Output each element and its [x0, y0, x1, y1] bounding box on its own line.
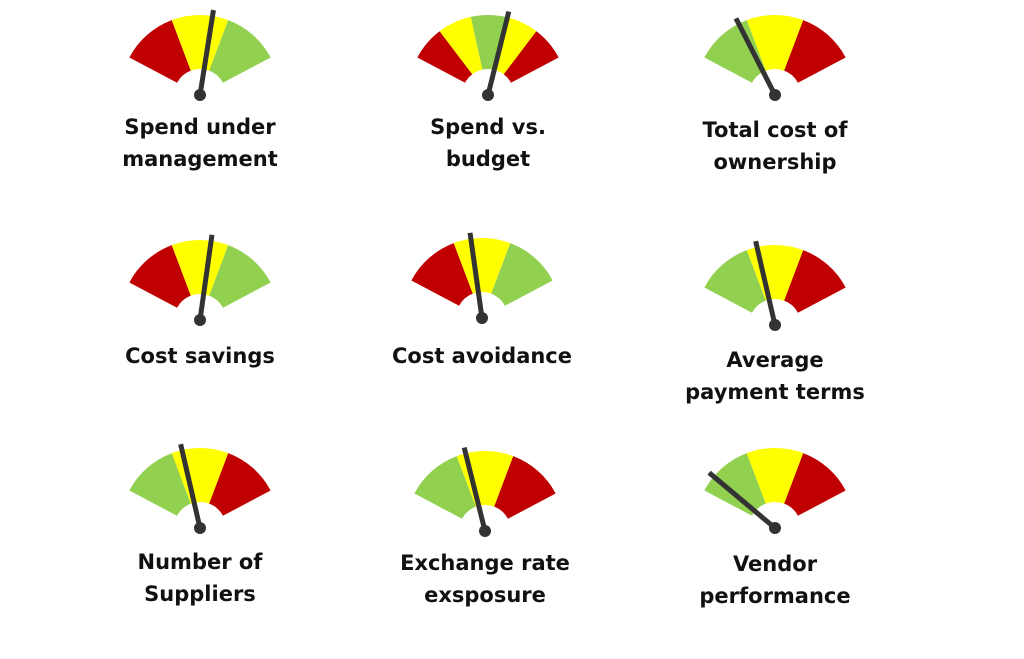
gauge-segment [411, 243, 473, 306]
gauge-segment [470, 15, 506, 70]
gauge-needle [197, 9, 216, 96]
gauge-segment [784, 20, 846, 83]
gauge-segment [417, 31, 473, 83]
gauge-needle [753, 240, 778, 326]
gauge-segment [453, 238, 511, 294]
gauge-segment [746, 15, 804, 71]
gauge-label: Cost avoidance [392, 344, 572, 368]
gauge-label: ownership [713, 150, 836, 174]
gauge-label: Cost savings [125, 344, 275, 368]
gauge-segment [704, 20, 766, 83]
gauge-segment [209, 453, 271, 516]
gauge-pivot [479, 525, 491, 537]
gauge-segment [491, 243, 553, 306]
gauge-segment [746, 448, 804, 504]
gauge-segment [171, 14, 229, 71]
gauge-segment [209, 20, 271, 83]
gauge-needle [733, 17, 778, 97]
gauge-pivot [769, 89, 781, 101]
gauge-needle [197, 234, 215, 321]
gauge-label: budget [446, 147, 530, 171]
gauge-segment [503, 31, 559, 83]
gauge-segment [129, 453, 191, 516]
gauge-pivot [476, 312, 488, 324]
gauge-pivot [194, 314, 206, 326]
gauge-segment [494, 456, 556, 519]
gauge-label: Exchange rate [400, 551, 570, 575]
gauge-segment [209, 245, 271, 308]
gauge-segment [129, 20, 191, 83]
gauge-segment [414, 456, 476, 519]
gauge-label: management [122, 147, 278, 171]
gauge-pivot [769, 522, 781, 534]
gauge-label: payment terms [685, 380, 865, 404]
gauge-segment [784, 250, 846, 313]
gauge-label: Vendor [733, 552, 818, 576]
gauge-label: performance [699, 584, 850, 608]
gauge-needle [178, 443, 203, 529]
gauge-needle [461, 446, 488, 532]
gauge-label: Spend vs. [430, 115, 546, 139]
gauge-needle [707, 470, 777, 530]
gauge-label: Suppliers [144, 582, 256, 606]
gauge-label: Total cost of [703, 118, 849, 142]
gauge-pivot [482, 89, 494, 101]
gauge-segment [439, 16, 483, 75]
gauge-segment [784, 453, 846, 516]
gauge-segment [171, 240, 229, 296]
gauge-pivot [769, 319, 781, 331]
gauge-needle [485, 10, 512, 96]
gauge-label: Spend under [124, 115, 276, 139]
gauge-segment [704, 250, 766, 313]
gauge-needle [467, 232, 485, 319]
gauge-segment [129, 245, 191, 308]
gauge-segment [704, 453, 766, 516]
gauge-pivot [194, 522, 206, 534]
gauge-pivot [194, 89, 206, 101]
gauge-label: Average [726, 348, 823, 372]
gauge-label: Number of [138, 550, 264, 574]
gauge-label: exsposure [424, 583, 546, 607]
